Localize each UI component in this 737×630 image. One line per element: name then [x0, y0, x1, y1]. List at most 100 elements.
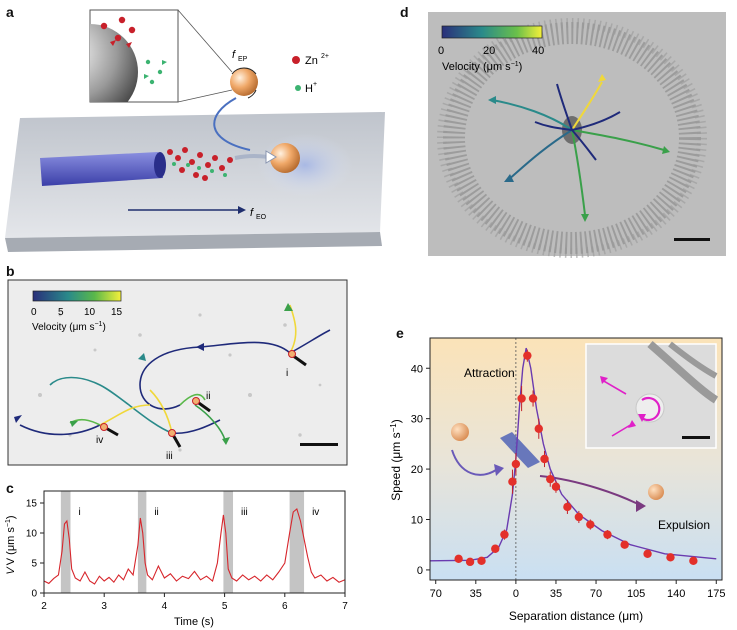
panel-letter-d: d [400, 4, 409, 20]
background-dots-b [38, 313, 322, 452]
data-point [574, 512, 584, 522]
x-axis-label-e: Separation distance (μm) [509, 609, 643, 623]
event-label-i: i [286, 368, 288, 379]
h-legend-label: H [305, 83, 313, 95]
scale-bar-e [682, 436, 710, 439]
motion-curve-arrow [213, 97, 251, 151]
highlight-span [137, 491, 147, 593]
plot-frame-e [429, 337, 723, 581]
colorbar-b-label: Velocity (μm s−1) [32, 321, 106, 333]
panel-letter-c: c [6, 480, 14, 496]
particle-ring [443, 22, 701, 254]
data-point [546, 474, 555, 484]
f-ep-sub: EP [238, 56, 248, 63]
f-eo-sub: EO [256, 214, 267, 221]
data-point [500, 530, 509, 539]
colorbar-d [441, 25, 543, 39]
data-point [586, 520, 595, 529]
y-tick-label-e: 10 [411, 515, 423, 527]
zn-legend-label: Zn [305, 55, 318, 67]
scale-bar-d [674, 238, 710, 241]
outgoing-sphere [648, 484, 664, 500]
event-label-c: iii [241, 507, 248, 518]
f-ep-label: f [232, 49, 236, 61]
data-point [528, 394, 538, 403]
inset-ions [100, 16, 167, 85]
highlight-span [289, 491, 305, 593]
x-tick-label-e: 175 [707, 588, 725, 600]
highlight-span [223, 491, 234, 593]
data-point [563, 502, 572, 512]
colorbar-d-tick-0: 0 [438, 45, 444, 57]
colorbar-b-tick-2: 10 [84, 307, 96, 318]
event-markers [100, 350, 307, 448]
panel-a-illustration: f EO f EP Zn 2+ H + [5, 9, 385, 252]
data-point [534, 424, 543, 433]
data-point [603, 530, 612, 539]
scale-bar-b [300, 443, 338, 446]
data-point [540, 454, 549, 464]
h-legend-sup: + [313, 81, 317, 88]
data-point [551, 482, 561, 491]
trajectory-arrows [14, 303, 293, 445]
colorbar-b-tick-1: 5 [58, 307, 64, 318]
panel-letter-b: b [6, 263, 15, 279]
x-tick-label-e: 140 [667, 588, 685, 600]
event-label-iv: iv [96, 435, 103, 446]
y-tick-label-c: 10 [26, 529, 38, 540]
colorbar-d-label: Velocity (μm s−1) [442, 61, 522, 73]
incoming-sphere [451, 423, 469, 441]
attraction-label: Attraction [464, 366, 515, 380]
event-label-c: iv [312, 507, 319, 518]
x-tick-label-c: 2 [41, 601, 47, 612]
y-tick-label-c: 0 [31, 589, 37, 600]
zn-legend-sup: 2+ [321, 53, 329, 60]
x-tick-label-e: 0 [513, 588, 519, 600]
x-tick-label-c: 6 [282, 601, 288, 612]
y-tick-label-e: 0 [417, 565, 423, 577]
rotation-icon [641, 396, 661, 422]
data-point [620, 540, 629, 549]
trajectories [19, 304, 331, 441]
y-tick-label-e: 40 [411, 363, 423, 375]
y-tick-label-e: 30 [411, 414, 423, 426]
x-tick-label-c: 7 [342, 601, 348, 612]
plot-frame-c [43, 490, 346, 594]
y-axis-label-c: VV (μm s−1) [5, 515, 17, 574]
x-tick-label-e: 105 [627, 588, 645, 600]
data-point [523, 351, 532, 360]
event-label-c: ii [154, 507, 158, 518]
colorbar-d-tick-2: 40 [532, 45, 544, 57]
radial-trajectories [491, 81, 665, 216]
y-tick-label-c: 5 [31, 559, 37, 570]
colorbar-b-tick-3: 15 [111, 307, 123, 318]
rod-particle [40, 152, 163, 186]
x-tick-label-e: 70 [590, 588, 602, 600]
colorbar-b [32, 290, 122, 302]
sphere-top [230, 68, 258, 96]
data-point [643, 549, 652, 558]
panel-b-trajectories: 0 5 10 15 Velocity (μm s−1) i ii iii iv [7, 279, 348, 466]
x-tick-label-e: 35 [470, 588, 482, 600]
data-point [666, 553, 675, 562]
colorbar-d-tick-1: 20 [483, 45, 495, 57]
x-axis-label-c: Time (s) [174, 616, 214, 628]
colorbar-b-tick-0: 0 [31, 307, 37, 318]
radial-arrowheads [488, 74, 670, 222]
event-label-ii: ii [206, 391, 210, 402]
data-point [517, 394, 526, 403]
speed-trace-line [43, 508, 346, 585]
event-label-iii: iii [166, 451, 173, 462]
ion-cloud [167, 147, 233, 181]
data-point [491, 544, 500, 553]
panel-d-micrograph: 0 20 40 Velocity (μm s−1) [428, 12, 726, 258]
zn-legend-dot [292, 56, 300, 64]
data-point [689, 556, 698, 566]
x-tick-label-e: 35 [550, 588, 562, 600]
f-eo-label: f [250, 207, 254, 219]
x-tick-label-c: 3 [101, 601, 107, 612]
panel-letter-e: e [396, 325, 404, 341]
y-tick-label-e: 20 [411, 464, 423, 476]
